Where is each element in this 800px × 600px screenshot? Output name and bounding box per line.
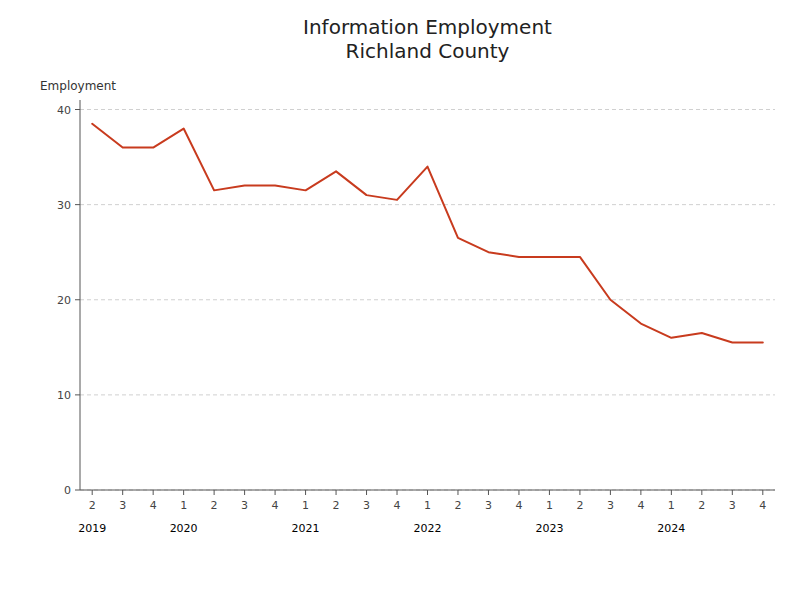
x-tick-label: 1 [668, 499, 675, 512]
year-label: 2021 [292, 522, 320, 535]
x-tick-label: 4 [759, 499, 766, 512]
y-tick [75, 394, 80, 395]
title-line: Richland County [346, 39, 510, 63]
year-label: 2022 [414, 522, 442, 535]
x-tick [153, 490, 154, 495]
x-tick-label: 2 [454, 499, 461, 512]
grid-line [80, 299, 775, 300]
chart: Information EmploymentRichland County Emp… [0, 0, 800, 600]
x-tick [397, 490, 398, 495]
x-tick [275, 490, 276, 495]
y-tick-label: 40 [57, 104, 71, 117]
x-tick-label: 3 [607, 499, 614, 512]
x-tick [732, 490, 733, 495]
y-tick [75, 490, 80, 491]
x-tick-label: 3 [241, 499, 248, 512]
line [92, 124, 763, 343]
x-tick [549, 490, 550, 495]
x-tick-label: 2 [333, 499, 340, 512]
x-tick-label: 4 [637, 499, 644, 512]
x-tick-label: 2 [89, 499, 96, 512]
x-tick-label: 3 [729, 499, 736, 512]
y-tick-label: 20 [57, 294, 71, 307]
x-tick-label: 2 [211, 499, 218, 512]
x-tick-label: 3 [485, 499, 492, 512]
x-tick-label: 3 [363, 499, 370, 512]
x-tick-label: 2 [698, 499, 705, 512]
x-axis: 2 3 4 1 2 3 4 1 2 3 4 1 2 3 4 1 2 3 4 1 2 3 4 2019 2020 2021 2022 2… [78, 490, 775, 535]
x-tick-label: 1 [302, 499, 309, 512]
y-tick-label: 10 [57, 389, 71, 402]
x-tick [122, 490, 123, 495]
x-tick [457, 490, 458, 495]
year-label: 2023 [535, 522, 563, 535]
x-tick-label: 1 [546, 499, 553, 512]
year-label: 2020 [170, 522, 198, 535]
grid-line [80, 204, 775, 205]
y-axis-label: Employment [40, 79, 116, 93]
year-label: 2024 [657, 522, 685, 535]
x-tick-label: 1 [424, 499, 431, 512]
title: Information EmploymentRichland County [303, 15, 552, 63]
grid-line [80, 394, 775, 395]
x-tick-label: 4 [272, 499, 279, 512]
y-tick [75, 109, 80, 110]
y-tick [75, 204, 80, 205]
x-tick [244, 490, 245, 495]
x-tick [305, 490, 306, 495]
background [0, 0, 800, 600]
grid-line [80, 109, 775, 110]
x-tick-label: 4 [515, 499, 522, 512]
y-tick [75, 299, 80, 300]
grid [80, 110, 775, 490]
x-tick [671, 490, 672, 495]
x-tick-label: 3 [119, 499, 126, 512]
x-tick-label: 1 [180, 499, 187, 512]
x-tick-label: 2 [576, 499, 583, 512]
title-line: Information Employment [303, 15, 552, 39]
y-axis-line [80, 100, 81, 490]
x-tick [183, 490, 184, 495]
x-tick-label: 4 [394, 499, 401, 512]
y-tick-label: 0 [64, 484, 71, 497]
series [92, 124, 763, 343]
y-axis: 0 10 20 30 40 [57, 100, 80, 497]
x-tick [640, 490, 641, 495]
x-tick [488, 490, 489, 495]
x-tick [427, 490, 428, 495]
x-tick [762, 490, 763, 495]
x-tick-label: 4 [150, 499, 157, 512]
x-tick [701, 490, 702, 495]
year-label: 2019 [78, 522, 106, 535]
x-tick [214, 490, 215, 495]
x-tick [92, 490, 93, 495]
x-tick [579, 490, 580, 495]
x-tick [336, 490, 337, 495]
x-tick [366, 490, 367, 495]
x-tick [610, 490, 611, 495]
x-tick [518, 490, 519, 495]
y-tick-label: 30 [57, 199, 71, 212]
